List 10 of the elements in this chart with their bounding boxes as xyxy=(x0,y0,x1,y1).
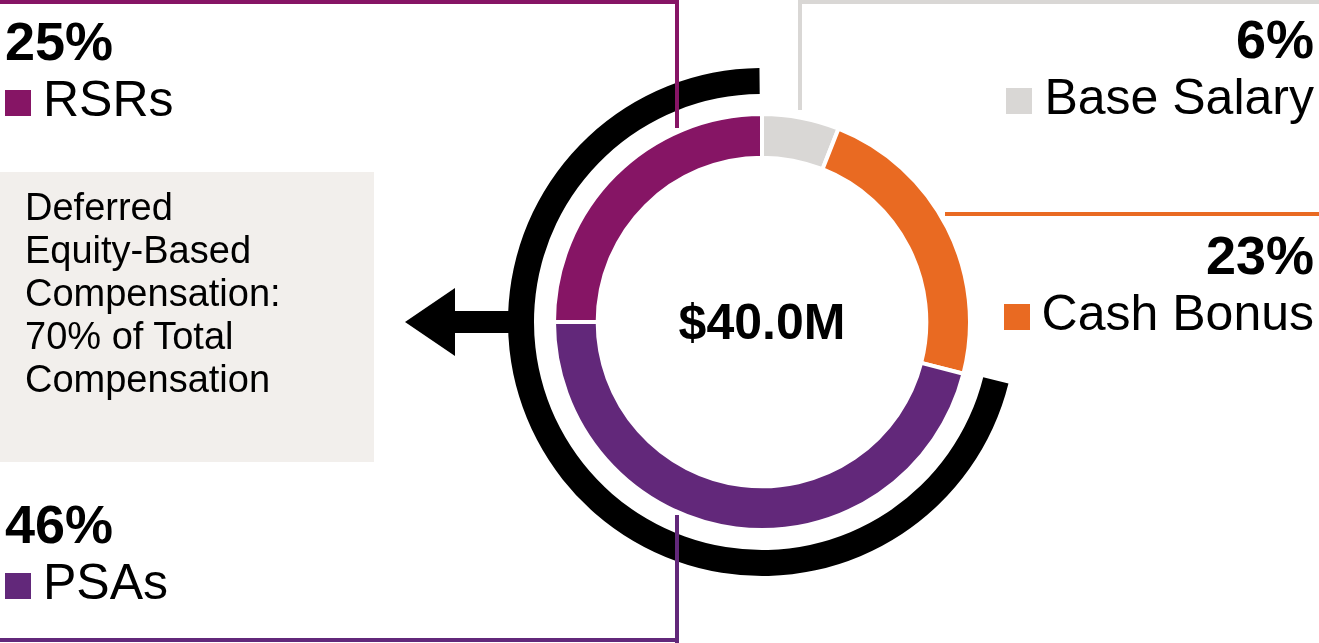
data-label: 25% xyxy=(5,11,115,71)
data-label: 46% xyxy=(5,494,115,554)
legend-label: Cash Bonus xyxy=(1041,285,1314,341)
legend-label: PSAs xyxy=(43,554,169,610)
data-label: 23% xyxy=(1204,225,1314,285)
text: $40.0M xyxy=(677,293,847,352)
data-label: 6% xyxy=(1234,9,1314,69)
legend-label: RSRs xyxy=(43,71,174,127)
text: Deferred Equity-Based Compensation: 70% of Total Compensation xyxy=(25,186,281,400)
legend-label: Base Salary xyxy=(1044,69,1314,125)
